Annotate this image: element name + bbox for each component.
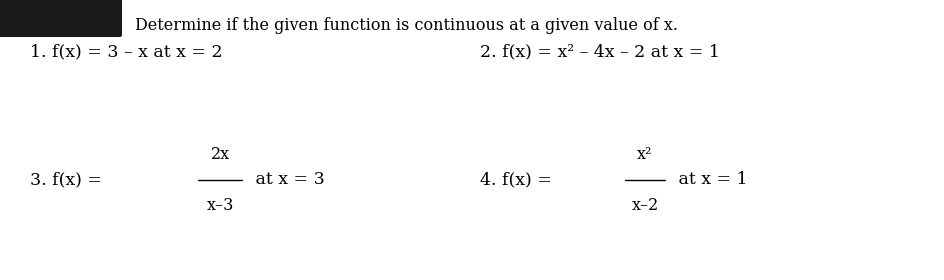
Text: 1. f(x) = 3 – x at x = 2: 1. f(x) = 3 – x at x = 2: [30, 43, 223, 60]
Text: 3. f(x) =: 3. f(x) =: [30, 171, 108, 188]
Text: 4. f(x) =: 4. f(x) =: [480, 171, 557, 188]
Text: x–2: x–2: [631, 197, 658, 214]
Text: 2x: 2x: [211, 146, 229, 163]
Text: at x = 3: at x = 3: [250, 171, 325, 188]
Text: 2. f(x) = x² – 4x – 2 at x = 1: 2. f(x) = x² – 4x – 2 at x = 1: [480, 43, 719, 60]
Text: at x = 1: at x = 1: [672, 171, 747, 188]
Text: x²: x²: [636, 146, 652, 163]
FancyBboxPatch shape: [0, 0, 122, 37]
Text: x–3: x–3: [206, 197, 233, 214]
Text: Determine if the given function is continuous at a given value of x.: Determine if the given function is conti…: [135, 17, 677, 34]
